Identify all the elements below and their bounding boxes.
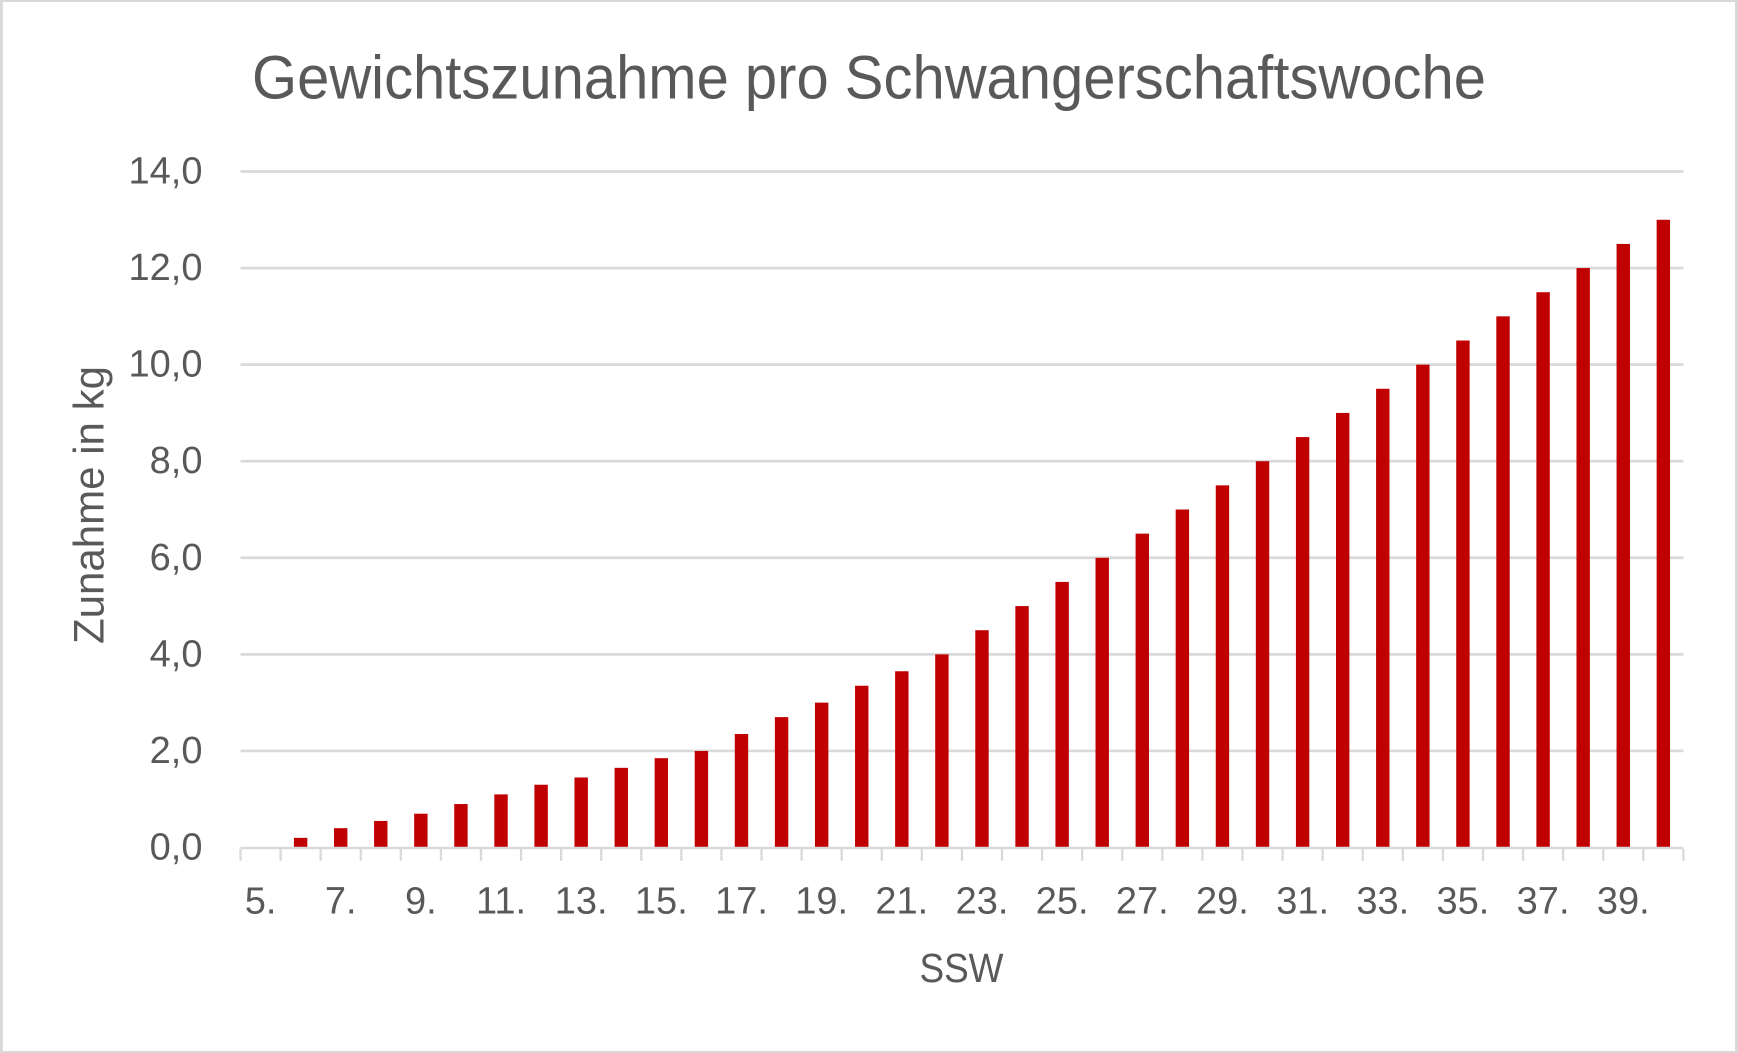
svg-text:35.: 35.: [1437, 881, 1490, 923]
svg-text:9.: 9.: [405, 881, 437, 923]
svg-text:10,0: 10,0: [129, 344, 203, 386]
svg-text:19.: 19.: [795, 881, 848, 923]
svg-text:29.: 29.: [1196, 881, 1249, 923]
svg-text:25.: 25.: [1036, 881, 1089, 923]
svg-text:7.: 7.: [325, 881, 357, 923]
svg-text:37.: 37.: [1517, 881, 1570, 923]
svg-text:12,0: 12,0: [129, 247, 203, 289]
svg-text:2,0: 2,0: [150, 730, 203, 772]
svg-text:39.: 39.: [1597, 881, 1650, 923]
svg-text:15.: 15.: [635, 881, 688, 923]
svg-text:21.: 21.: [875, 881, 928, 923]
svg-text:11.: 11.: [476, 881, 526, 923]
svg-text:27.: 27.: [1116, 881, 1169, 923]
svg-text:Zunahme in kg: Zunahme in kg: [67, 366, 114, 644]
svg-text:5.: 5.: [245, 881, 277, 923]
svg-text:4,0: 4,0: [150, 633, 203, 675]
svg-text:6,0: 6,0: [150, 537, 203, 579]
svg-text:SSW: SSW: [920, 945, 1004, 991]
svg-text:0,0: 0,0: [150, 827, 203, 869]
svg-text:31.: 31.: [1276, 881, 1329, 923]
svg-text:23.: 23.: [956, 881, 1009, 923]
svg-text:8,0: 8,0: [150, 440, 203, 482]
svg-text:14,0: 14,0: [129, 151, 203, 193]
svg-text:33.: 33.: [1356, 881, 1409, 923]
svg-text:13.: 13.: [555, 881, 608, 923]
svg-text:Gewichtszunahme pro Schwangers: Gewichtszunahme pro Schwangerschaftswoch…: [252, 44, 1486, 112]
svg-text:17.: 17.: [715, 881, 768, 923]
